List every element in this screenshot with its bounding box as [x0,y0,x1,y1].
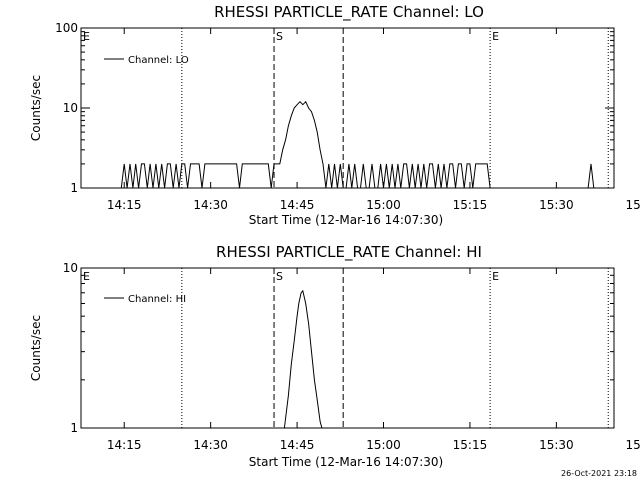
lo-y-tick-label: 100 [55,21,78,35]
lo-x-tick-label: 14:30 [193,198,228,212]
lo-marker-label: E [492,30,499,43]
hi-marker-label: S [276,270,283,283]
hi-y-tick-label: 1 [70,421,78,435]
hi-x-axis-label: Start Time (12-Mar-16 14:07:30) [249,455,443,469]
lo-x-tick-label: 15:30 [539,198,574,212]
hi-plot-frame [80,267,615,429]
lo-chart-title: RHESSI PARTICLE_RATE Channel: LO [214,3,484,22]
hi-x-tick-label: 14:15 [107,438,142,452]
hi-marker-label: E [492,270,499,283]
lo-y-axis-label: Counts/sec [29,75,43,141]
lo-x-tick-label: 15:45 [626,198,640,212]
hi-x-tick-label: 15:15 [453,438,488,452]
lo-marker-label: S [276,30,283,43]
lo-x-tick-label: 15:00 [366,198,401,212]
lo-x-axis-label: Start Time (12-Mar-16 14:07:30) [249,213,443,227]
hi-marker-label: E [83,270,90,283]
hi-y-tick-label: 10 [63,261,78,275]
hi-x-tick-label: 14:30 [193,438,228,452]
lo-x-tick-label: 14:15 [107,198,142,212]
lo-marker-label: E [83,30,90,43]
hi-legend-label: Channel: HI [128,294,186,305]
hi-x-tick-label: 15:00 [366,438,401,452]
hi-x-tick-label: 15:45 [626,438,640,452]
timestamp: 26-Oct-2021 23:18 [561,469,637,478]
hi-x-tick-label: 15:30 [539,438,574,452]
hi-x-tick-label: 14:45 [280,438,315,452]
lo-x-tick-label: 14:45 [280,198,315,212]
lo-legend-label: Channel: LO [128,55,189,66]
hi-y-axis-label: Counts/sec [29,315,43,381]
hi-channel-panel: RHESSI PARTICLE_RATE Channel: HI Counts/… [29,243,640,469]
lo-y-tick-label: 10 [63,101,78,115]
lo-x-tick-label: 15:15 [453,198,488,212]
lo-series-line [81,100,614,189]
hi-series-line [283,289,323,429]
lo-y-tick-label: 1 [70,181,78,195]
lo-plot-frame [80,27,615,189]
lo-channel-panel: RHESSI PARTICLE_RATE Channel: LO Counts/… [29,3,640,227]
hi-chart-title: RHESSI PARTICLE_RATE Channel: HI [216,243,482,262]
